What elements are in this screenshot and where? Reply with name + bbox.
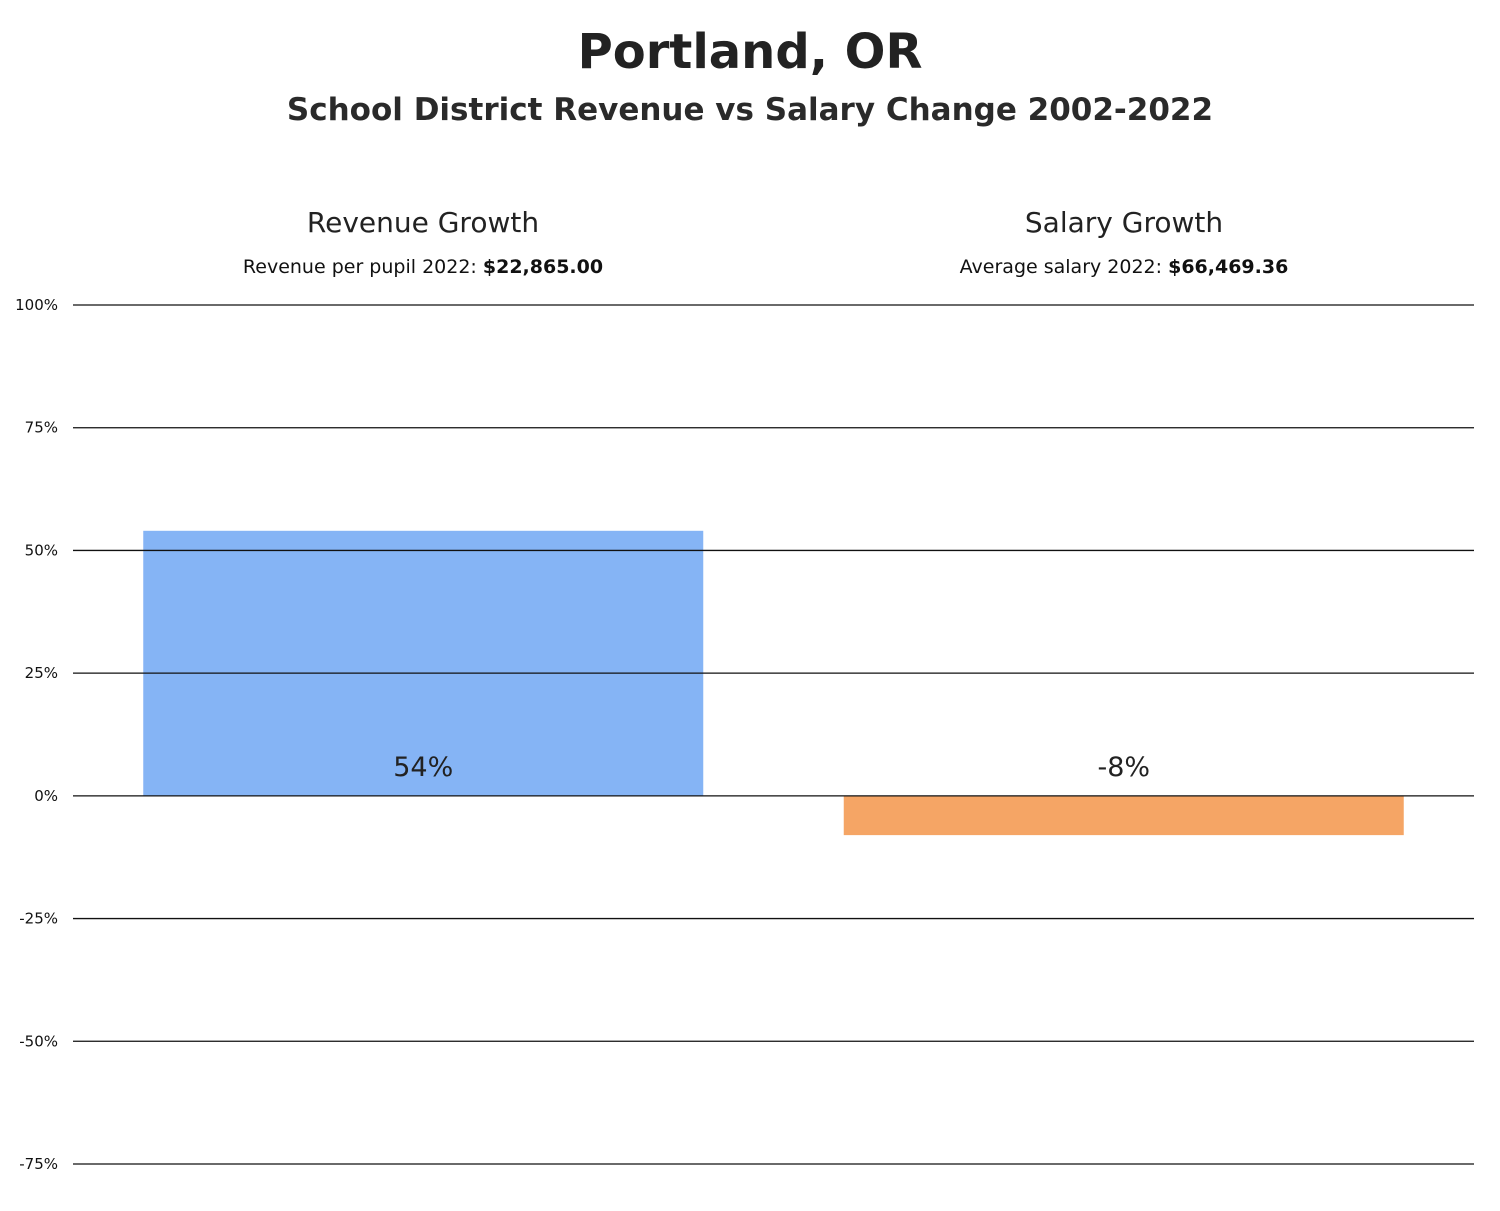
salary-panel-title: Salary Growth [1024,206,1224,239]
chart-title: Portland, OR [577,24,923,80]
revenue-panel-title: Revenue Growth [306,206,540,239]
bar-revenue-growth [143,530,704,796]
y-tick-label: 50% [25,541,58,559]
y-tick-label: 0% [34,787,58,805]
bar-salary-growth [843,795,1404,836]
salary-caption-label: Average salary 2022: [959,256,1163,278]
revenue-caption-label: Revenue per pupil 2022: [242,256,477,278]
data-label: 54% [393,752,453,783]
salary-panel-caption: Average salary 2022: $66,469.36 [774,256,1474,278]
revenue-panel-caption: Revenue per pupil 2022: $22,865.00 [73,256,773,278]
salary-caption-value: $66,469.36 [1168,256,1289,278]
y-tick-label: 100% [15,296,58,314]
y-tick-label: 75% [25,419,58,437]
data-label: -8% [1097,752,1150,783]
revenue-caption-value: $22,865.00 [482,256,604,278]
y-tick-label: 25% [25,664,58,682]
y-tick-label: -75% [19,1155,58,1173]
chart-subtitle: School District Revenue vs Salary Change… [286,92,1214,128]
y-tick-label: -25% [19,910,58,928]
y-tick-label: -50% [19,1032,58,1050]
